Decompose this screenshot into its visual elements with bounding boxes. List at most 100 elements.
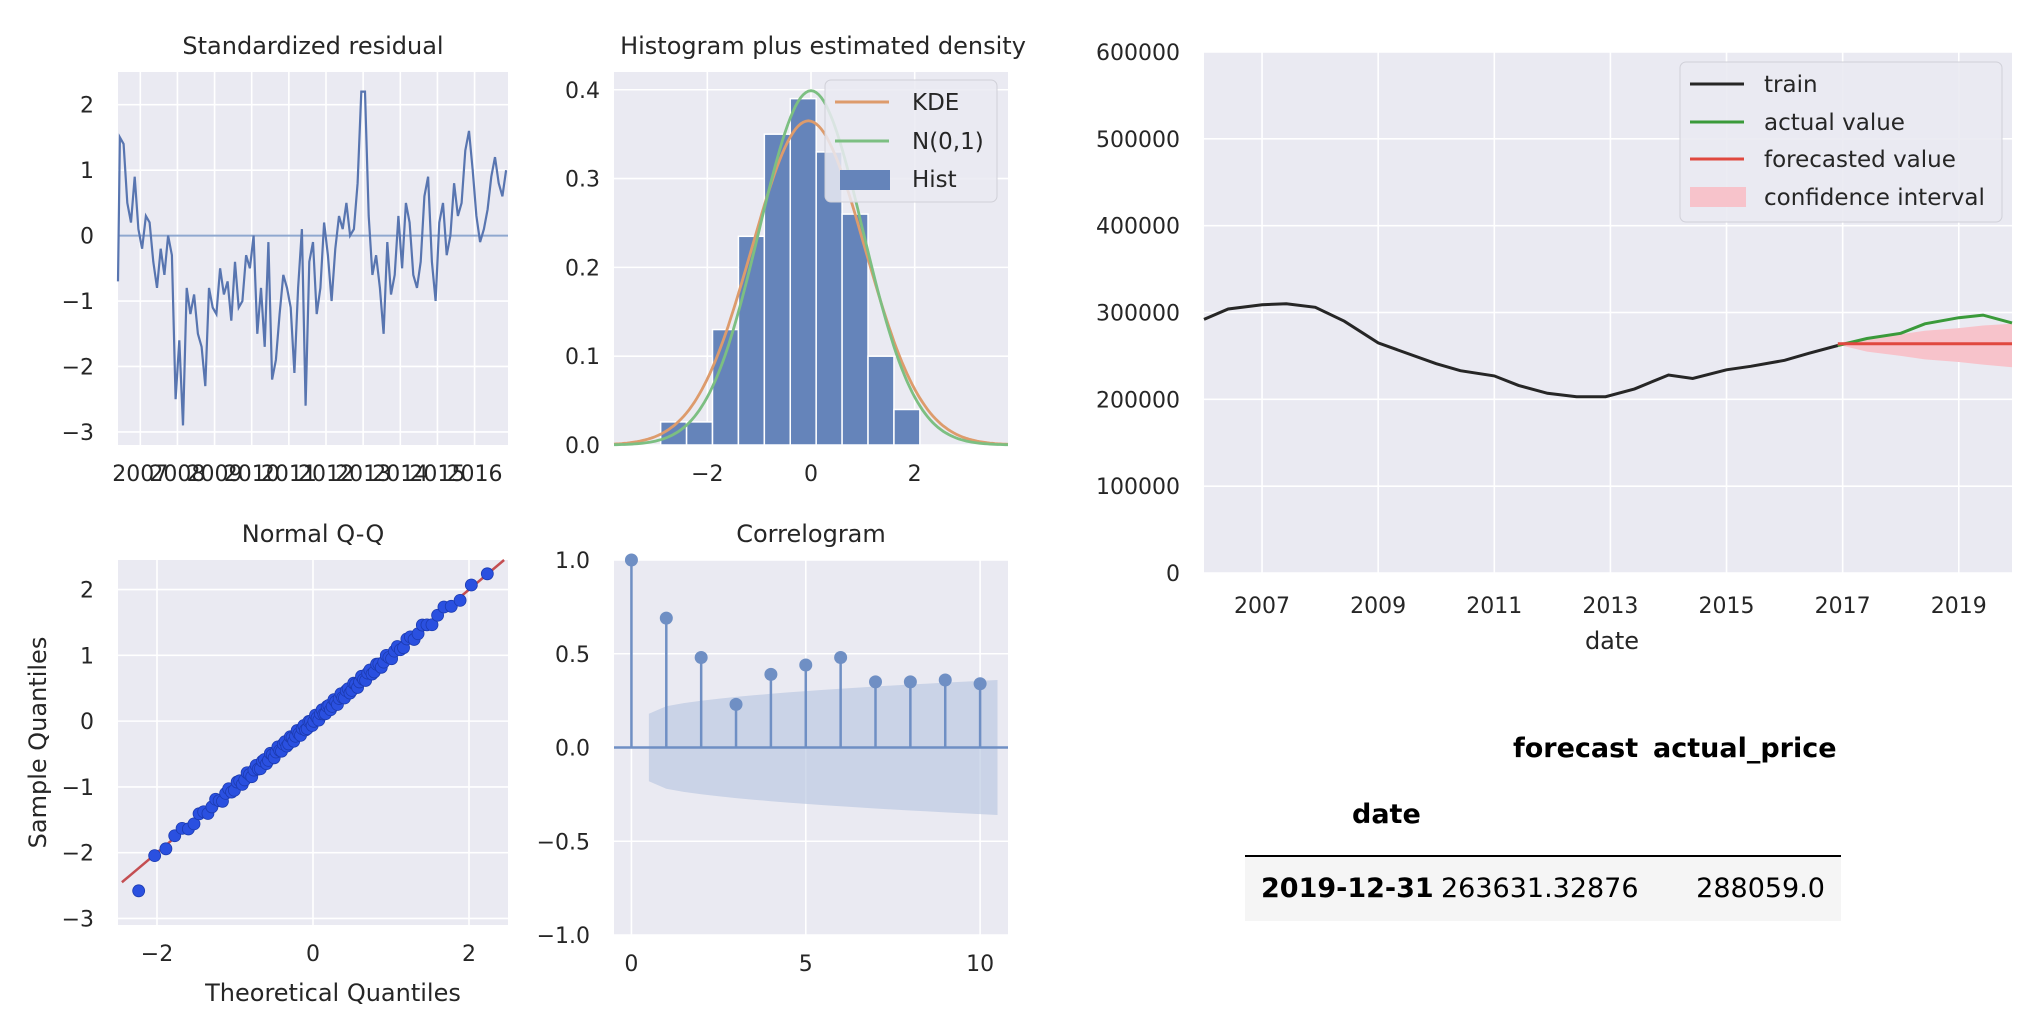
kde-curve xyxy=(613,119,1009,446)
x-tick-label: 2008 xyxy=(149,462,205,487)
table-row: 2019-12-31 263631.32876 288059.0 xyxy=(1245,855,1841,921)
y-tick-label: 300000 xyxy=(1096,302,1180,327)
hist-bar xyxy=(841,213,869,446)
y-tick-label: 0.0 xyxy=(555,737,590,762)
legend-label: confidence interval xyxy=(1764,185,1985,211)
hist-bar xyxy=(711,328,740,446)
y-tick-label: 2 xyxy=(80,579,94,604)
table-header-actual-price: actual_price xyxy=(1653,733,1837,764)
x-tick-label: 5 xyxy=(799,952,813,977)
correlogram-panel: 0 5 10 1.0 0.5 0.0 −0.5 −1.0 Correlogram xyxy=(537,520,1008,977)
y-tick-label: 100000 xyxy=(1096,475,1180,500)
actual-price-cell: 288059.0 xyxy=(1696,873,1825,904)
panel-title: Normal Q-Q xyxy=(242,520,384,548)
acf-point xyxy=(624,553,638,567)
hist-bar xyxy=(685,421,714,446)
x-tick-label: 2009 xyxy=(1350,594,1406,619)
hist-bar xyxy=(763,133,792,446)
x-tick-label: 2 xyxy=(462,942,476,967)
qq-point xyxy=(444,599,458,613)
hist-bar xyxy=(789,97,817,446)
x-tick-label: 2011 xyxy=(1466,594,1522,619)
y-tick-label: −3 xyxy=(62,907,94,932)
acf-point xyxy=(869,675,883,689)
acf-point xyxy=(694,651,708,664)
table-index-name: date xyxy=(1352,799,1421,830)
x-tick-label: 0 xyxy=(624,952,638,977)
y-tick-label: 1 xyxy=(80,644,94,669)
residual-line xyxy=(116,90,508,426)
legend-swatch xyxy=(1690,187,1746,207)
hist-bar xyxy=(737,235,766,446)
legend-label: actual value xyxy=(1764,110,1905,136)
confidence-interval-area xyxy=(1837,323,2012,368)
x-tick-label: 2019 xyxy=(1931,594,1987,619)
x-tick-label: 2014 xyxy=(372,462,428,487)
y-tick-label: 200000 xyxy=(1096,388,1180,413)
qq-point xyxy=(453,593,467,607)
y-tick-label: 1.0 xyxy=(555,549,590,574)
y-tick-label: −2 xyxy=(62,842,94,867)
standardized-residual-panel: 2007200820092010201120122013201420152016… xyxy=(62,32,508,487)
acf-point xyxy=(764,667,778,681)
acf-point xyxy=(938,673,952,687)
legend-label: train xyxy=(1764,72,1818,98)
qq-point xyxy=(425,618,439,632)
y-tick-label: −1 xyxy=(62,776,94,801)
y-tick-label: 600000 xyxy=(1096,41,1180,66)
hist-bar xyxy=(867,355,895,446)
x-tick-label: −2 xyxy=(691,462,723,487)
legend-label: KDE xyxy=(912,90,959,116)
forecast-panel: 2007 2009 2011 2013 2015 2017 2019 600000 500000… xyxy=(1096,41,2013,655)
x-tick-label: 2011 xyxy=(261,462,317,487)
series-line-actual-value xyxy=(1837,313,2013,347)
x-tick-label: 2017 xyxy=(1815,594,1871,619)
panel-title: Histogram plus estimated density xyxy=(620,32,1026,60)
normal-curve xyxy=(614,89,1008,447)
acf-point xyxy=(659,611,673,625)
y-tick-label: −1 xyxy=(62,290,94,315)
y-tick-label: 0.5 xyxy=(555,643,590,668)
legend-swatch-hist xyxy=(840,170,890,190)
panel-title: Correlogram xyxy=(736,520,886,548)
x-tick-label: 10 xyxy=(966,952,994,977)
y-tick-label: −2 xyxy=(62,355,94,380)
y-tick-label: 0 xyxy=(80,225,94,250)
y-tick-label: 500000 xyxy=(1096,128,1180,153)
x-tick-label: 2015 xyxy=(1699,594,1755,619)
y-tick-label: 1 xyxy=(80,159,94,184)
qq-point xyxy=(187,817,201,831)
y-tick-label: −0.5 xyxy=(537,830,590,855)
x-tick-label: 2007 xyxy=(112,462,168,487)
legend: KDE N(0,1) Hist xyxy=(824,79,998,203)
x-tick-label: 0 xyxy=(804,462,818,487)
acf-point xyxy=(729,697,743,711)
table-header-forecast: forecast xyxy=(1513,733,1639,764)
x-tick-label: 0 xyxy=(306,942,320,967)
qq-panel: −2 0 2 2 1 0 −1 −2 −3 Normal Q-Q Theoretical Quant… xyxy=(24,520,508,1007)
y-tick-label: 0 xyxy=(1166,562,1180,587)
y-tick-label: 400000 xyxy=(1096,215,1180,240)
x-tick-label: 2 xyxy=(908,462,922,487)
y-tick-label: 2 xyxy=(80,94,94,119)
y-axis-label: Sample Quantiles xyxy=(24,637,52,849)
hist-bar xyxy=(893,408,921,446)
histogram-panel: −2 0 2 0.4 0.3 0.2 0.1 0.0 KDE N(0,1) Hist Histogra… xyxy=(565,32,1026,487)
legend-label: forecasted value xyxy=(1764,147,1956,173)
x-tick-label: 2010 xyxy=(224,462,280,487)
qq-point xyxy=(159,842,173,856)
qq-point xyxy=(132,884,146,898)
acf-point xyxy=(834,651,848,664)
y-tick-label: 0.4 xyxy=(565,79,600,104)
x-tick-label: 2007 xyxy=(1234,594,1290,619)
x-tick-label: 2013 xyxy=(1582,594,1638,619)
qq-point xyxy=(480,567,494,581)
legend-box xyxy=(1679,61,2003,223)
x-tick-label: 2009 xyxy=(187,462,243,487)
y-tick-label: 0.1 xyxy=(565,345,600,370)
y-tick-label: −1.0 xyxy=(537,924,590,949)
y-tick-label: 0.0 xyxy=(565,434,600,459)
x-tick-label: −2 xyxy=(141,942,173,967)
panel-title: Standardized residual xyxy=(182,32,443,60)
